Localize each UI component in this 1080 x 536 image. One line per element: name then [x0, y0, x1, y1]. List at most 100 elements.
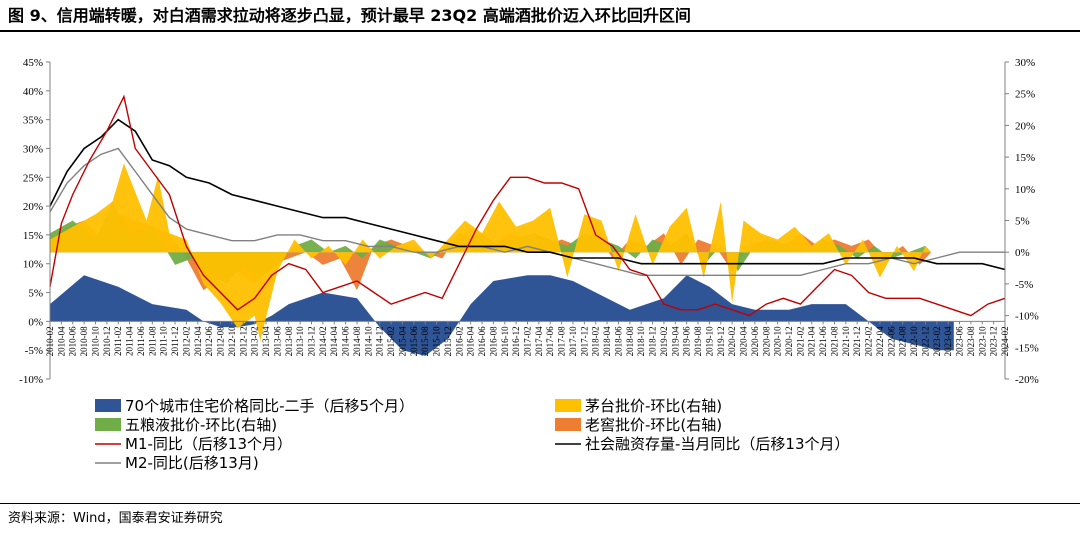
right-tick-label: -20% — [1015, 374, 1039, 386]
x-tick-label: 2014-12 — [375, 326, 385, 356]
x-tick-label: 2017-12 — [579, 326, 589, 356]
bottom-rule — [0, 503, 1080, 504]
right-tick-label: 30% — [1015, 57, 1035, 69]
x-tick-label: 2020-12 — [784, 326, 794, 356]
right-tick-label: -10% — [1015, 311, 1039, 323]
x-tick-label: 2013-08 — [284, 326, 294, 356]
x-tick-label: 2015-12 — [443, 326, 453, 356]
right-tick-label: -5% — [1015, 279, 1033, 291]
x-tick-label: 2020-02 — [727, 326, 737, 356]
x-tick-label: 2016-06 — [477, 326, 487, 356]
x-tick-label: 2015-08 — [420, 326, 430, 356]
x-tick-label: 2021-06 — [818, 326, 828, 356]
left-tick-label: 20% — [23, 201, 43, 213]
left-tick-label: 10% — [23, 259, 43, 271]
left-tick-label: 40% — [23, 86, 43, 98]
moutai-area — [50, 163, 932, 341]
x-tick-label: 2012-08 — [216, 326, 226, 356]
x-tick-label: 2022-06 — [886, 326, 896, 356]
left-tick-label: 25% — [23, 172, 43, 184]
area-series — [50, 163, 954, 356]
x-tick-label: 2023-12 — [989, 326, 999, 356]
x-tick-label: 2017-10 — [568, 326, 578, 356]
x-tick-label: 2012-12 — [238, 326, 248, 356]
housing-area — [50, 275, 954, 356]
left-tick-label: 5% — [28, 288, 43, 300]
m2-line — [49, 147, 1005, 277]
x-tick-label: 2012-10 — [227, 326, 237, 356]
moutai-legend-label: 茅台批价-环比(右轴) — [585, 397, 722, 415]
right-tick-label: 20% — [1015, 120, 1035, 132]
combo-chart: -10% -5% 0% 5% 10% 15% 20% 25% 30% 35% 40% 45% -20% -… — [19, 57, 1039, 472]
right-tick-label: 0% — [1015, 247, 1030, 259]
x-tick-label: 2018-10 — [636, 326, 646, 356]
social_financing-legend-label: 社会融资存量-当月同比（后移13个月） — [585, 435, 850, 453]
x-tick-label: 2017-04 — [534, 326, 544, 356]
x-tick-label: 2013-04 — [261, 326, 271, 356]
x-tick-label: 2023-02 — [932, 326, 942, 356]
x-tick-label: 2024-02 — [1000, 326, 1010, 356]
x-tick-label: 2014-10 — [363, 326, 373, 356]
x-tick-label: 2021-08 — [830, 326, 840, 356]
m1-legend-label: M1-同比（后移13个月） — [125, 435, 292, 453]
x-tick-label: 2023-06 — [955, 326, 965, 356]
x-tick-label: 2010-04 — [56, 326, 66, 356]
x-tick-label: 2023-08 — [966, 326, 976, 356]
social_financing-line — [49, 118, 1006, 271]
x-tick-label: 2013-10 — [295, 326, 305, 356]
x-tick-label: 2016-12 — [511, 326, 521, 356]
x-tick-label: 2018-02 — [591, 326, 601, 356]
x-tick-label: 2021-04 — [807, 326, 817, 356]
x-tick-label: 2017-02 — [523, 326, 533, 356]
x-tick-label: 2015-10 — [432, 326, 442, 356]
x-tick-label: 2011-12 — [170, 326, 180, 356]
x-tick-label: 2012-04 — [193, 326, 203, 356]
x-tick-label: 2015-02 — [386, 326, 396, 356]
left-tick-label: 45% — [23, 57, 43, 69]
x-tick-label: 2014-06 — [341, 326, 351, 356]
wuliangye-legend-swatch — [95, 418, 121, 431]
x-tick-label: 2019-08 — [693, 326, 703, 356]
x-tick-label: 2013-06 — [272, 326, 282, 356]
wuliangye-legend-label: 五粮液批价-环比(右轴) — [125, 416, 277, 434]
x-tick-label: 2014-04 — [329, 326, 339, 356]
m2-legend-label: M2-同比(后移13月) — [125, 454, 259, 472]
x-tick-label: 2019-02 — [659, 326, 669, 356]
x-tick-label: 2017-08 — [557, 326, 567, 356]
x-tick-label: 2014-02 — [318, 326, 328, 356]
right-tick-label: -15% — [1015, 342, 1039, 354]
moutai-legend-swatch — [555, 399, 581, 412]
x-tick-label: 2020-06 — [750, 326, 760, 356]
right-tick-label: 25% — [1015, 89, 1035, 101]
x-tick-label: 2010-08 — [79, 326, 89, 356]
legend: 70个城市住宅价格同比-二手（后移5个月） 茅台批价-环比(右轴) 五粮液批价-环比… — [95, 397, 850, 472]
x-tick-label: 2011-08 — [147, 326, 157, 356]
line-series — [49, 94, 1006, 317]
x-tick-label: 2011-02 — [113, 326, 123, 356]
right-tick-label: 10% — [1015, 184, 1035, 196]
right-tick-label: 5% — [1015, 216, 1030, 228]
title-rule — [0, 30, 1080, 32]
left-tick-label: -5% — [25, 345, 43, 357]
x-tick-label: 2021-02 — [795, 326, 805, 356]
x-tick-label: 2018-06 — [614, 326, 624, 356]
x-tick-label: 2010-06 — [68, 326, 78, 356]
x-tick-label: 2019-10 — [704, 326, 714, 356]
left-tick-label: 0% — [28, 316, 43, 328]
x-tick-label: 2020-08 — [761, 326, 771, 356]
x-tick-label: 2023-04 — [943, 326, 953, 356]
x-tick-label: 2011-06 — [136, 326, 146, 356]
housing-legend-swatch — [95, 399, 121, 412]
x-tick-label: 2019-04 — [670, 326, 680, 356]
x-tick-label: 2022-08 — [898, 326, 908, 356]
x-tick-label: 2021-10 — [841, 326, 851, 356]
x-tick-label: 2015-04 — [397, 326, 407, 356]
x-tick-label: 2016-08 — [488, 326, 498, 356]
x-tick-label: 2013-02 — [250, 326, 260, 356]
left-tick-label: 15% — [23, 230, 43, 242]
x-tick-label: 2018-12 — [648, 326, 658, 356]
right-tick-label: 15% — [1015, 152, 1035, 164]
x-tick-label: 2013-12 — [307, 326, 317, 356]
left-tick-label: -10% — [19, 374, 43, 386]
x-tick-label: 2022-04 — [875, 326, 885, 356]
